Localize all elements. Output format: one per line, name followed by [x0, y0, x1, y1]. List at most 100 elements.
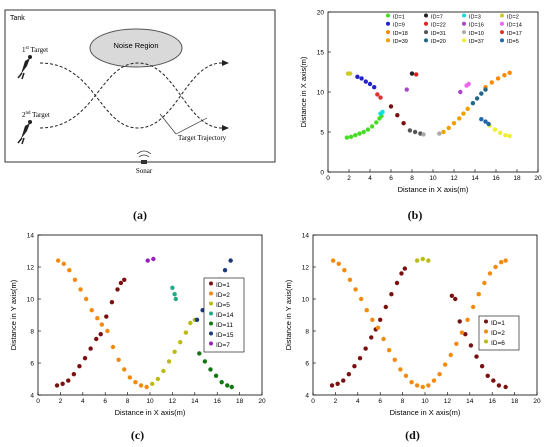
x-tick-label: 18	[236, 398, 244, 405]
legend-label: ID=6	[491, 340, 505, 347]
y-tick-label: 0	[320, 169, 324, 176]
data-point	[94, 336, 99, 342]
data-point	[461, 111, 466, 116]
data-point	[138, 383, 144, 388]
legend-marker	[209, 301, 213, 306]
panel-d-chart: 0 2 4 6 8 10 12 14 16 18 20 4 6 8 10 12 14 Distance in X …	[275, 225, 550, 447]
data-point	[364, 308, 369, 313]
legend-label: ID=1	[216, 282, 230, 289]
data-point	[109, 300, 115, 305]
data-point	[380, 109, 385, 115]
legend-label: ID=15	[216, 332, 234, 339]
data-point	[482, 280, 487, 286]
data-point	[353, 133, 358, 138]
data-point	[402, 266, 408, 271]
data-point	[188, 320, 193, 326]
plot-area	[312, 234, 538, 396]
data-point	[457, 319, 462, 324]
data-point	[374, 120, 379, 125]
data-point	[54, 383, 60, 388]
legend-label: ID=9	[393, 23, 405, 29]
data-point	[178, 340, 183, 345]
data-point	[441, 129, 446, 135]
data-point	[498, 130, 503, 135]
data-point	[414, 383, 420, 388]
data-point	[83, 296, 89, 302]
data-point	[507, 70, 512, 76]
y-tick-label: 10	[302, 296, 310, 303]
data-point	[229, 384, 234, 390]
data-point	[381, 336, 386, 342]
data-point	[342, 268, 347, 273]
x-tick-label: 20	[533, 398, 541, 405]
data-point	[483, 87, 488, 92]
diver-2-icon	[17, 120, 32, 145]
data-point	[437, 131, 442, 136]
data-point	[403, 373, 409, 378]
legend-marker	[209, 281, 213, 286]
trajectory-1-arrow-icon	[222, 60, 229, 66]
data-point	[468, 343, 474, 348]
data-point	[82, 356, 88, 361]
data-point	[378, 317, 383, 322]
data-point	[358, 296, 364, 302]
data-point	[110, 344, 116, 350]
legend-label: ID=14	[216, 312, 234, 319]
data-point	[486, 121, 491, 127]
data-point	[401, 121, 406, 126]
data-point	[463, 332, 468, 337]
legend-label: ID=2	[216, 292, 230, 299]
data-point	[369, 124, 375, 129]
legend-marker	[462, 38, 466, 43]
data-point	[451, 121, 457, 126]
x-axis-label: Distance in X axis(m)	[390, 408, 461, 417]
sonar-label: Sonar	[136, 167, 153, 175]
data-point	[115, 287, 120, 292]
data-point	[502, 73, 507, 78]
data-point	[104, 314, 109, 319]
data-point	[60, 381, 65, 386]
data-point	[474, 354, 479, 359]
data-point	[409, 380, 414, 385]
tank-diagram: Tank Noise Region 1st Target 2nd Target …	[4, 9, 276, 175]
data-point	[225, 383, 230, 388]
data-point	[470, 101, 476, 106]
legend-label: ID=22	[431, 23, 446, 29]
data-point	[365, 127, 371, 132]
data-point	[420, 384, 425, 390]
data-point	[370, 317, 375, 322]
data-point	[341, 378, 346, 383]
data-point	[369, 335, 374, 340]
data-point	[426, 383, 431, 388]
x-tick-label: 2	[59, 398, 63, 405]
data-point	[404, 87, 409, 92]
noise-region	[89, 28, 183, 68]
data-point	[67, 268, 72, 273]
x-tick-label: 14	[471, 175, 479, 182]
legend-label: ID=1	[491, 320, 505, 327]
data-point	[357, 356, 363, 361]
data-point	[173, 296, 178, 302]
data-point	[392, 357, 397, 362]
data-point	[346, 372, 352, 377]
data-point	[483, 119, 488, 124]
data-point	[127, 375, 133, 380]
data-point	[449, 293, 455, 298]
data-point	[77, 364, 82, 369]
tank-label: Tank	[10, 15, 25, 22]
sonar-icon	[136, 150, 152, 164]
x-tick-label: 20	[534, 175, 542, 182]
data-point	[507, 133, 512, 139]
x-tick-label: 4	[368, 175, 372, 182]
legend-marker	[424, 30, 428, 35]
caption-c: (c)	[130, 428, 145, 442]
y-tick-label: 14	[302, 232, 310, 239]
data-point	[219, 380, 224, 385]
data-point	[88, 346, 93, 351]
data-point	[378, 95, 383, 100]
target2-label: 2nd Target	[22, 111, 50, 119]
legend-label: ID=18	[393, 31, 408, 37]
data-point	[453, 296, 458, 302]
x-tick-label: 6	[103, 398, 107, 405]
data-point	[363, 346, 368, 351]
